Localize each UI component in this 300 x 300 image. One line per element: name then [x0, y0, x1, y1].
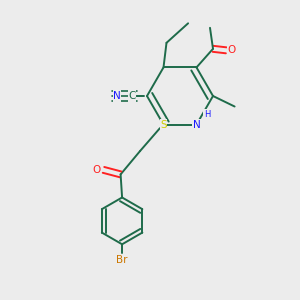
- Text: H: H: [204, 110, 210, 118]
- Text: Br: Br: [116, 255, 128, 265]
- Text: N: N: [193, 120, 200, 130]
- Text: O: O: [92, 165, 101, 175]
- Text: S: S: [160, 120, 167, 130]
- Text: O: O: [227, 45, 236, 55]
- Text: C: C: [128, 91, 136, 101]
- Text: N: N: [113, 91, 121, 101]
